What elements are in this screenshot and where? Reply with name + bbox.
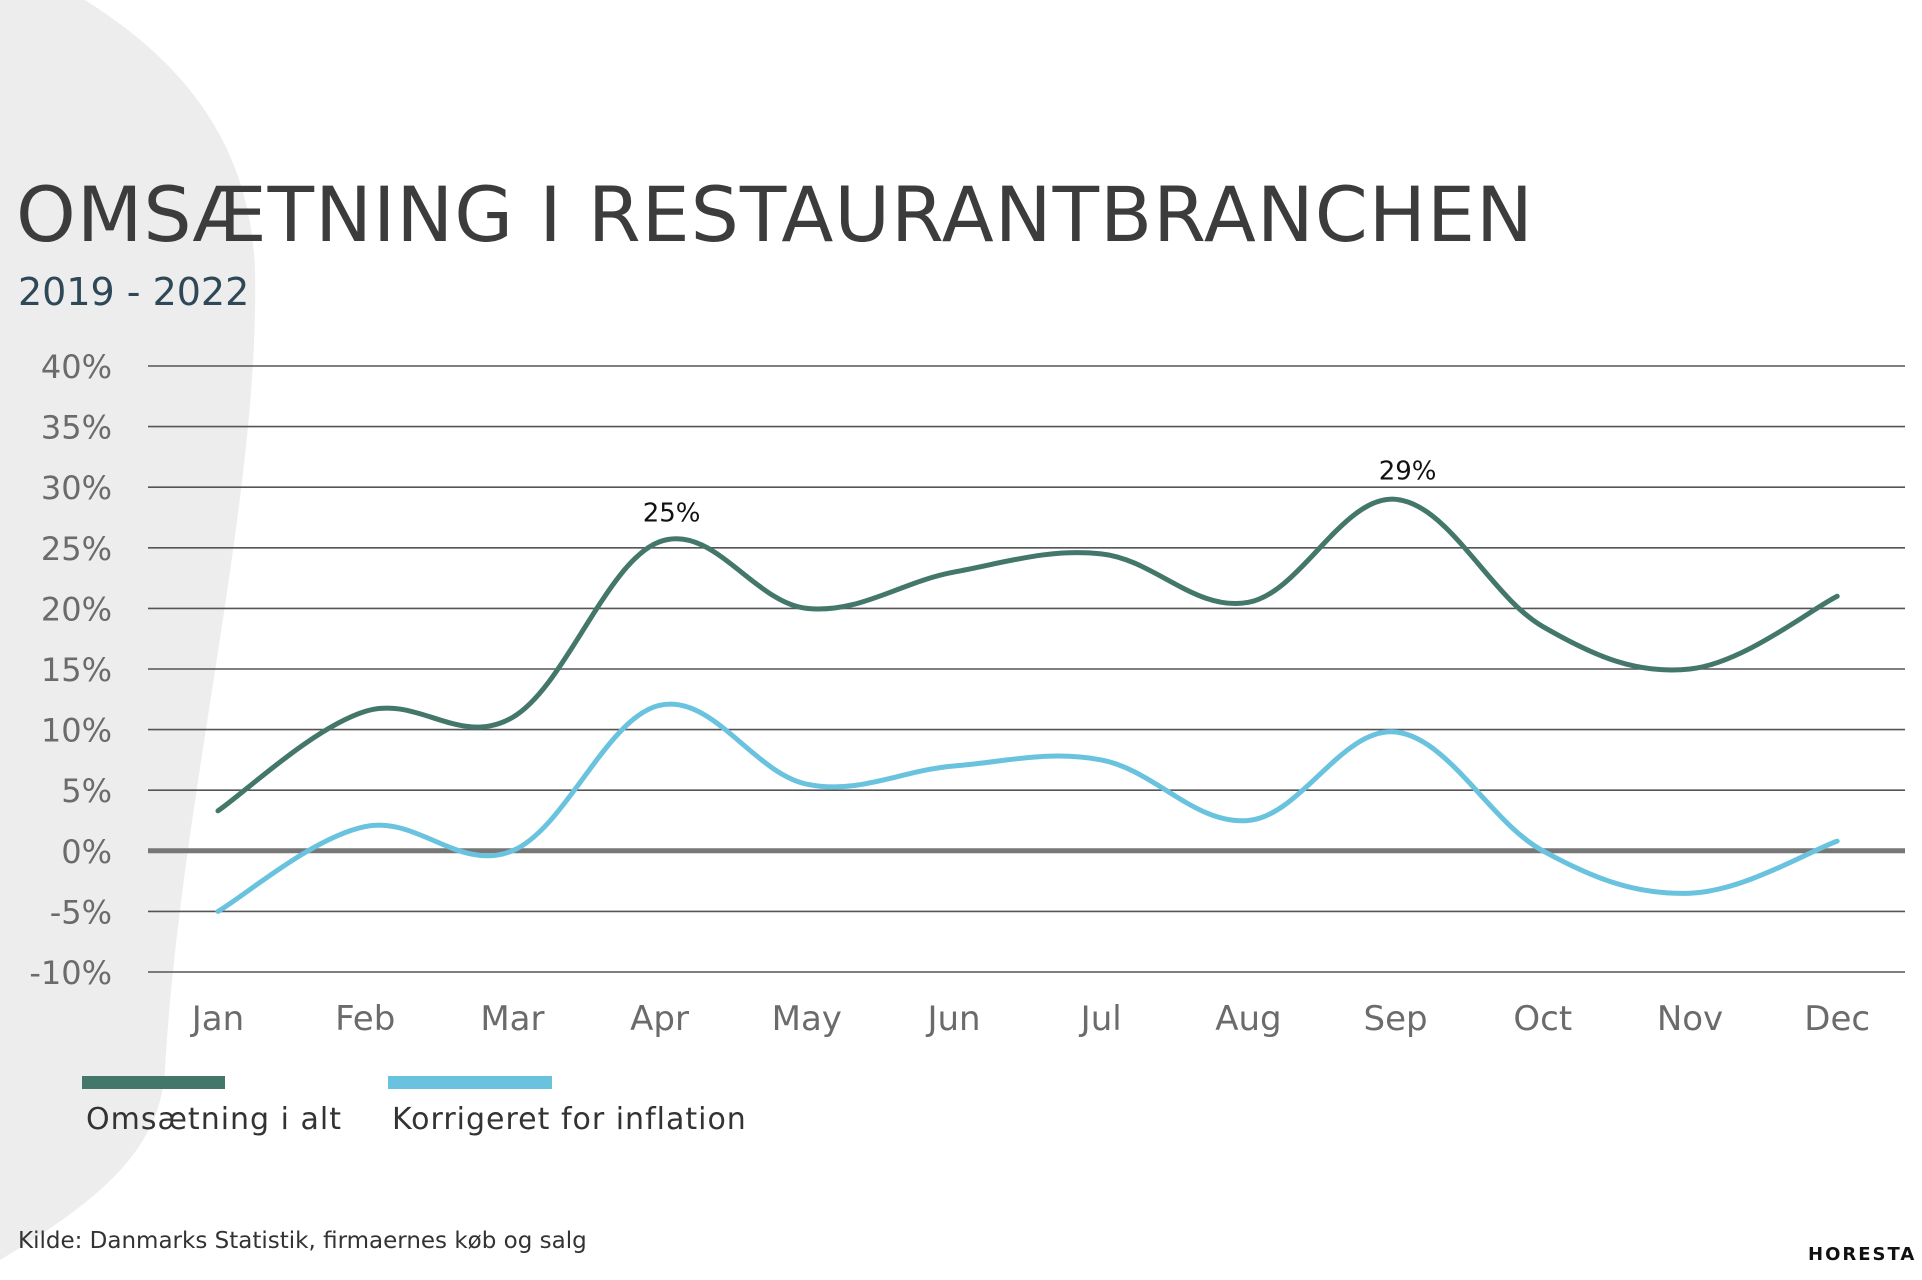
y-tick-label: 30% <box>41 469 112 507</box>
x-tick-label: Jan <box>190 999 244 1039</box>
data-label: 29% <box>1379 456 1437 486</box>
legend-swatch-inflation <box>388 1076 552 1089</box>
y-tick-label: 5% <box>61 772 112 810</box>
chart-title: OMSÆTNING I RESTAURANTBRANCHEN <box>16 170 1534 259</box>
y-tick-label: 15% <box>41 651 112 689</box>
source-note: Kilde: Danmarks Statistik, firmaernes kø… <box>18 1228 587 1254</box>
series-line-total <box>215 496 1840 814</box>
x-tick-label: May <box>772 999 842 1039</box>
y-tick-label: 0% <box>61 833 112 871</box>
x-tick-label: Nov <box>1657 999 1723 1039</box>
y-tick-label: 35% <box>41 409 112 447</box>
legend-label-total: Omsætning i alt <box>86 1102 342 1137</box>
x-tick-label: Jun <box>925 999 980 1039</box>
y-tick-label: -10% <box>29 954 112 992</box>
legend-swatch-total <box>82 1076 225 1089</box>
chart-subtitle: 2019 - 2022 <box>18 270 250 314</box>
series-line-inflation <box>215 701 1840 914</box>
x-tick-label: Feb <box>335 999 395 1039</box>
legend-label-inflation: Korrigeret for inflation <box>392 1102 747 1137</box>
x-tick-label: Oct <box>1513 999 1572 1039</box>
x-tick-label: Dec <box>1804 999 1870 1039</box>
background-blob <box>0 0 256 1260</box>
y-tick-label: 20% <box>41 590 112 628</box>
x-tick-label: Mar <box>480 999 544 1039</box>
x-tick-label: Aug <box>1215 999 1281 1039</box>
x-tick-label: Sep <box>1364 999 1428 1039</box>
y-tick-label: -5% <box>50 893 112 931</box>
x-tick-label: Apr <box>630 999 689 1039</box>
horesta-logo: HORESTA <box>1808 1244 1917 1265</box>
data-label: 25% <box>643 499 701 529</box>
y-tick-label: 10% <box>41 712 112 750</box>
y-tick-label: 25% <box>41 530 112 568</box>
x-tick-label: Jul <box>1079 999 1122 1039</box>
y-tick-label: 40% <box>41 348 112 386</box>
